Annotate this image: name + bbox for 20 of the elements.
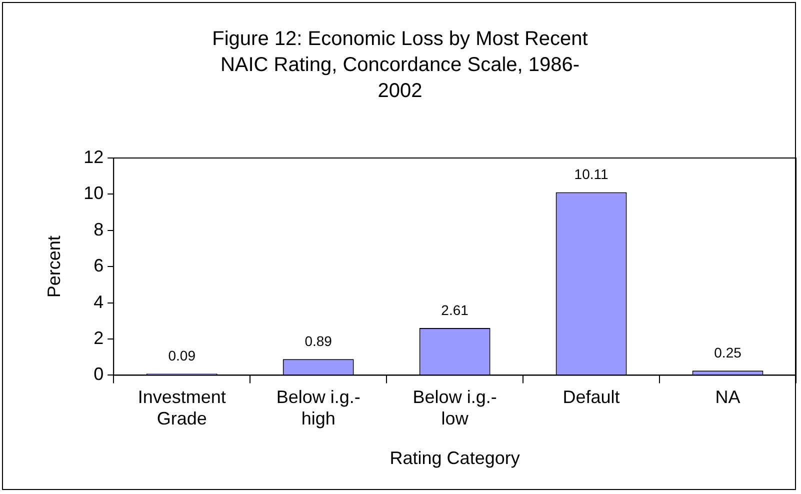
data-label: 0.25 (714, 344, 742, 361)
y-axis-title: Percent (44, 236, 64, 298)
y-tick-label: 8 (94, 219, 104, 240)
y-tick-label: 2 (94, 328, 104, 348)
x-tick-label: Below i.g.- high (276, 386, 360, 429)
y-tick-label: 10 (84, 183, 104, 204)
x-tick-label: Default (562, 386, 620, 407)
chart-title: Figure 12: Economic Loss by Most Recent NAIC Rating, Concordance Scale, 1986-2002 (211, 27, 589, 104)
y-tick-label: 12 (84, 146, 104, 167)
y-tick-label: 4 (94, 292, 104, 312)
x-tick-label: Investment Grade (138, 386, 226, 429)
data-label: 10.11 (574, 166, 608, 182)
y-tick-label: 0 (94, 364, 104, 384)
y-tick-label: 6 (94, 256, 104, 276)
x-axis-title: Rating Category (390, 448, 520, 468)
data-label: 0.89 (304, 332, 332, 349)
x-tick-label: NA (715, 386, 740, 407)
data-label: 2.61 (441, 302, 469, 318)
x-tick-label: Below i.g.- low (412, 386, 497, 429)
data-label: 0.09 (168, 347, 196, 364)
